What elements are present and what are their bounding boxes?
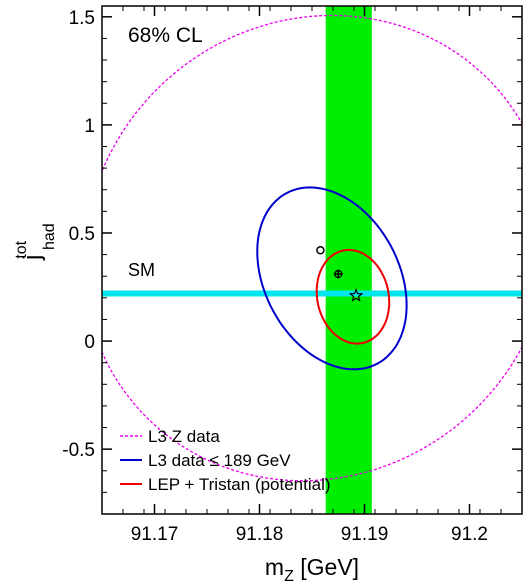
x-tick-label: 91.18	[236, 524, 284, 545]
point-circle	[316, 246, 325, 255]
y-axis-label: jtot had	[13, 223, 58, 261]
sm-label: SM	[128, 260, 155, 280]
x-axis-label: mZ [GeV]	[265, 554, 359, 585]
x-tick-label: 91.2	[451, 524, 488, 545]
legend: L3 Z data L3 data ≤ 189 GeV LEP + Tristan …	[120, 427, 331, 494]
x-tick-label: 91.19	[341, 524, 389, 545]
y-tick-label: 1.5	[69, 8, 95, 29]
ellipse-0	[102, 14, 522, 482]
svg-text:had: had	[41, 223, 58, 250]
bands-layer	[102, 6, 522, 514]
annotation-cl: 68% CL	[128, 24, 203, 47]
legend-label: L3 data ≤ 189 GeV	[148, 451, 291, 470]
svg-text:jtot: jtot	[13, 240, 46, 261]
point-cross	[333, 269, 343, 279]
y-tick-label: 1	[84, 116, 95, 137]
legend-label: L3 Z data	[148, 427, 220, 446]
y-tick-label: 0	[84, 332, 95, 353]
ticks-layer: 91.17 91.18 91.19 91.2 -0.5 0 0.5 1 1.5	[62, 6, 523, 545]
y-tick-label: -0.5	[62, 440, 95, 461]
ellipses-layer	[102, 14, 522, 482]
ellipse-2	[315, 248, 391, 345]
point-star	[348, 288, 364, 302]
ellipse-1	[256, 186, 408, 371]
y-tick-label: 0.5	[69, 224, 95, 245]
legend-label: LEP + Tristan (potential)	[148, 475, 331, 494]
mz-band	[325, 6, 372, 514]
x-tick-label: 91.17	[131, 524, 179, 545]
points-layer	[316, 246, 364, 302]
